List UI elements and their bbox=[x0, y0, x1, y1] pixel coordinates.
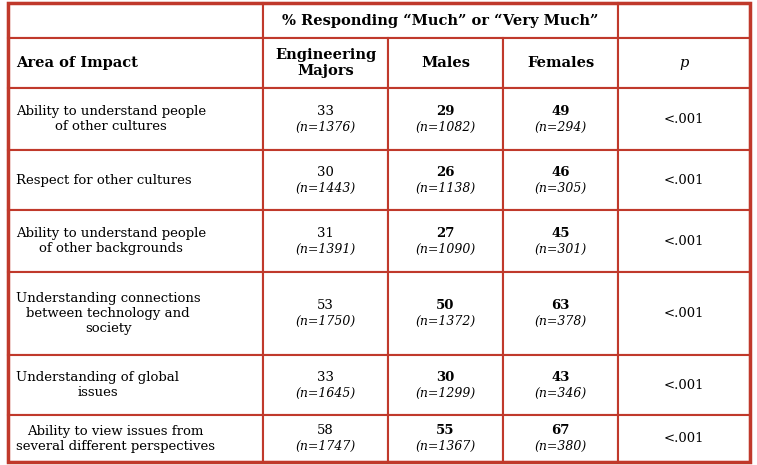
Text: (n=1367): (n=1367) bbox=[416, 440, 475, 453]
Bar bbox=[503, 415, 618, 462]
Bar bbox=[618, 272, 750, 355]
Text: (n=1645): (n=1645) bbox=[295, 386, 356, 399]
Bar bbox=[263, 415, 388, 462]
Bar bbox=[8, 272, 263, 355]
Bar bbox=[8, 415, 263, 462]
Text: (n=1747): (n=1747) bbox=[295, 440, 356, 453]
Text: (n=1372): (n=1372) bbox=[416, 315, 475, 328]
Text: 33: 33 bbox=[317, 105, 334, 118]
Text: (n=1391): (n=1391) bbox=[295, 243, 356, 255]
Text: Respect for other cultures: Respect for other cultures bbox=[16, 173, 192, 186]
Text: 67: 67 bbox=[551, 424, 570, 437]
Text: 30: 30 bbox=[436, 371, 455, 384]
Text: Engineering
Majors: Engineering Majors bbox=[275, 48, 376, 78]
Bar bbox=[263, 3, 618, 38]
Bar bbox=[618, 210, 750, 272]
Text: (n=305): (n=305) bbox=[534, 181, 587, 194]
Bar bbox=[503, 150, 618, 210]
Text: (n=1138): (n=1138) bbox=[416, 181, 475, 194]
Bar bbox=[263, 88, 388, 150]
Bar bbox=[388, 88, 503, 150]
Text: 29: 29 bbox=[436, 105, 455, 118]
Text: (n=1299): (n=1299) bbox=[416, 386, 475, 399]
Bar bbox=[8, 210, 263, 272]
Text: (n=1750): (n=1750) bbox=[295, 315, 356, 328]
Text: % Responding “Much” or “Very Much”: % Responding “Much” or “Very Much” bbox=[282, 13, 599, 27]
Bar bbox=[263, 272, 388, 355]
Bar bbox=[503, 88, 618, 150]
Text: (n=380): (n=380) bbox=[534, 440, 587, 453]
Text: <.001: <.001 bbox=[664, 432, 704, 445]
Bar bbox=[618, 355, 750, 415]
Bar bbox=[388, 38, 503, 88]
Text: 31: 31 bbox=[317, 226, 334, 239]
Text: <.001: <.001 bbox=[664, 234, 704, 247]
Text: (n=1082): (n=1082) bbox=[416, 120, 475, 133]
Text: Females: Females bbox=[527, 56, 594, 70]
Text: 63: 63 bbox=[551, 299, 570, 312]
Text: 30: 30 bbox=[317, 166, 334, 179]
Text: Ability to understand people
of other cultures: Ability to understand people of other cu… bbox=[16, 105, 206, 133]
Bar bbox=[8, 150, 263, 210]
Bar bbox=[503, 210, 618, 272]
Text: Understanding connections
between technology and
society: Understanding connections between techno… bbox=[16, 292, 201, 335]
Bar bbox=[503, 355, 618, 415]
Bar bbox=[618, 150, 750, 210]
Bar bbox=[388, 272, 503, 355]
Text: 50: 50 bbox=[436, 299, 455, 312]
Bar bbox=[8, 3, 263, 38]
Text: Area of Impact: Area of Impact bbox=[16, 56, 138, 70]
Text: (n=1376): (n=1376) bbox=[295, 120, 356, 133]
Bar bbox=[8, 88, 263, 150]
Text: (n=301): (n=301) bbox=[534, 243, 587, 255]
Bar bbox=[618, 38, 750, 88]
Text: 46: 46 bbox=[551, 166, 570, 179]
Text: <.001: <.001 bbox=[664, 307, 704, 320]
Bar bbox=[388, 355, 503, 415]
Text: <.001: <.001 bbox=[664, 113, 704, 126]
Bar bbox=[388, 415, 503, 462]
Bar bbox=[618, 415, 750, 462]
Bar bbox=[263, 355, 388, 415]
Text: Understanding of global
issues: Understanding of global issues bbox=[16, 371, 179, 399]
Text: 33: 33 bbox=[317, 371, 334, 384]
Bar bbox=[503, 272, 618, 355]
Bar bbox=[388, 150, 503, 210]
Text: 27: 27 bbox=[436, 226, 455, 239]
Text: Males: Males bbox=[421, 56, 470, 70]
Text: (n=378): (n=378) bbox=[534, 315, 587, 328]
Bar bbox=[8, 38, 263, 88]
Text: Ability to view issues from
several different perspectives: Ability to view issues from several diff… bbox=[16, 425, 215, 452]
Text: p: p bbox=[679, 56, 689, 70]
Text: (n=1090): (n=1090) bbox=[416, 243, 475, 255]
Bar bbox=[503, 38, 618, 88]
Bar bbox=[618, 88, 750, 150]
Bar bbox=[263, 38, 388, 88]
Text: 45: 45 bbox=[551, 226, 570, 239]
Bar bbox=[618, 3, 750, 38]
Text: 49: 49 bbox=[551, 105, 570, 118]
Bar bbox=[263, 210, 388, 272]
Text: 58: 58 bbox=[317, 424, 334, 437]
Text: Ability to understand people
of other backgrounds: Ability to understand people of other ba… bbox=[16, 227, 206, 255]
Text: (n=346): (n=346) bbox=[534, 386, 587, 399]
Text: 53: 53 bbox=[317, 299, 334, 312]
Text: <.001: <.001 bbox=[664, 173, 704, 186]
Text: 43: 43 bbox=[551, 371, 570, 384]
Bar bbox=[263, 150, 388, 210]
Text: (n=1443): (n=1443) bbox=[295, 181, 356, 194]
Text: 55: 55 bbox=[436, 424, 455, 437]
Bar bbox=[8, 355, 263, 415]
Bar bbox=[388, 210, 503, 272]
Text: 26: 26 bbox=[436, 166, 455, 179]
Text: <.001: <.001 bbox=[664, 379, 704, 392]
Text: (n=294): (n=294) bbox=[534, 120, 587, 133]
